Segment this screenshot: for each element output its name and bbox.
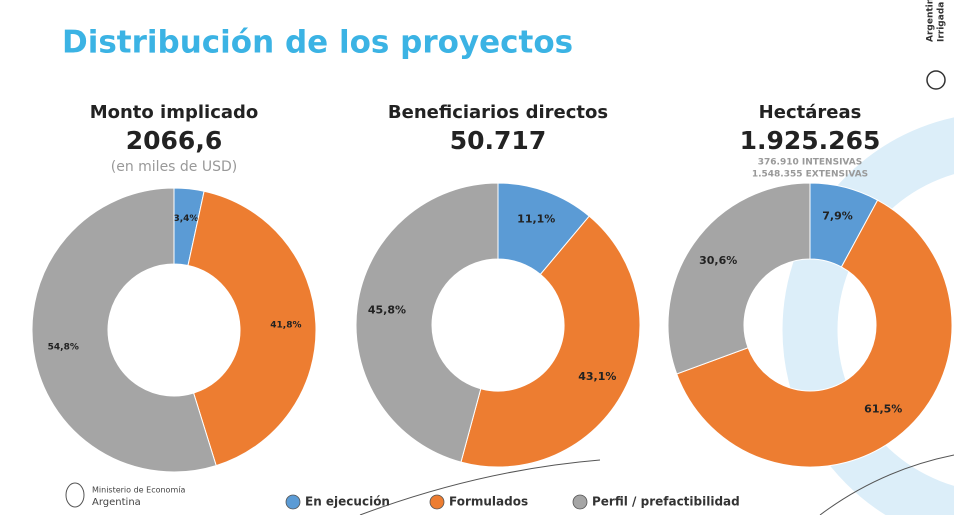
legend-label: Formulados <box>449 495 528 509</box>
legend: En ejecución Formulados Perfil / prefactib… <box>285 494 740 510</box>
donut-slice <box>676 199 953 468</box>
brand: Argentina Irrigada <box>926 0 947 42</box>
footer-text: Argentina <box>92 497 141 508</box>
donut-slice <box>187 190 317 467</box>
decor-line <box>819 454 954 515</box>
data-label: 7,9% <box>822 209 853 222</box>
data-label: 43,1% <box>578 370 616 383</box>
donut-slice <box>31 187 217 473</box>
charts: Monto implicado 2066,6 (en miles de USD) 3,… <box>31 102 953 473</box>
chart-total: 2066,6 <box>126 126 222 155</box>
decor-line <box>359 459 601 515</box>
legend-swatch <box>572 494 588 510</box>
decor-ring <box>782 117 954 515</box>
donut-slice <box>460 215 641 468</box>
brand-text: Argentina <box>926 0 936 42</box>
chart-subtitle: (en miles de USD) <box>111 159 238 175</box>
legend-label: Perfil / prefactibilidad <box>592 495 740 509</box>
data-label: 45,8% <box>368 303 406 316</box>
page-title: Distribución de los proyectos <box>62 25 573 61</box>
legend-label: En ejecución <box>305 495 390 509</box>
chart-total: 1.925.265 <box>740 126 881 155</box>
data-label: 3,4% <box>173 214 198 224</box>
legend-swatch <box>285 494 301 510</box>
chart-title: Hectáreas <box>759 102 862 123</box>
footer-text: Ministerio de Economía <box>92 486 185 495</box>
ministry-icon <box>65 482 85 508</box>
legend-swatch <box>429 494 445 510</box>
data-label: 61,5% <box>864 403 902 416</box>
chart-total: 50.717 <box>450 126 546 155</box>
data-label: 30,6% <box>699 254 737 267</box>
data-label: 54,8% <box>48 342 79 352</box>
brand-icon <box>926 70 946 90</box>
data-label: 11,1% <box>517 213 555 226</box>
data-label: 41,8% <box>270 321 301 331</box>
donut-slice <box>355 182 499 463</box>
chart-title: Beneficiarios directos <box>388 102 608 123</box>
donut-slice <box>667 182 811 375</box>
chart-title: Monto implicado <box>90 102 259 123</box>
chart-note: 1.548.355 EXTENSIVAS <box>752 170 868 180</box>
brand-text: Irrigada <box>937 2 947 42</box>
chart-note: 376.910 INTENSIVAS <box>758 158 862 168</box>
